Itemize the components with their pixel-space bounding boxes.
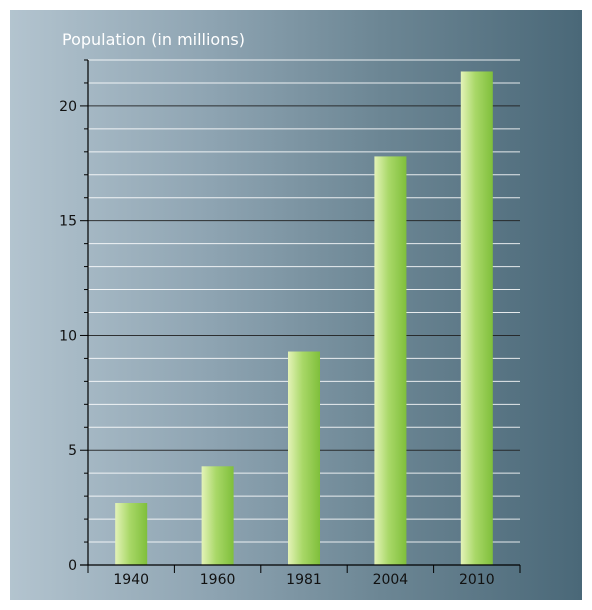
x-tick-label-1940: 1940 — [113, 572, 149, 588]
y-tick-label-5: 5 — [68, 443, 77, 459]
bar-1960 — [201, 466, 234, 565]
axes — [80, 59, 521, 573]
y-tick-label-15: 15 — [59, 214, 77, 230]
tick-labels: 1940 1960 1981 2004 2010 0 5 10 15 20 — [59, 99, 494, 588]
x-tick-label-2004: 2004 — [373, 572, 409, 588]
bar-1981 — [288, 351, 320, 565]
y-tick-label-10: 10 — [59, 328, 77, 344]
bar-2004 — [374, 156, 407, 565]
x-tick-label-1981: 1981 — [286, 572, 322, 588]
y-tick-label-0: 0 — [68, 558, 77, 574]
bars — [115, 71, 493, 566]
y-tick-label-20: 20 — [59, 99, 77, 115]
bar-2010 — [460, 71, 493, 566]
chart-title: Population (in millions) — [62, 30, 245, 49]
bar-1940 — [115, 503, 148, 565]
x-tick-label-2010: 2010 — [459, 572, 495, 588]
chart-panel: Population (in millions) 1940 1960 1981 200… — [10, 10, 582, 600]
bar-chart: 1940 1960 1981 2004 2010 0 5 10 15 20 — [59, 59, 521, 588]
x-tick-label-1960: 1960 — [200, 572, 236, 588]
